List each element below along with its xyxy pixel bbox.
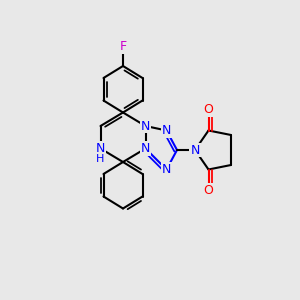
- Text: N: N: [190, 143, 200, 157]
- Text: N: N: [162, 124, 171, 137]
- Text: H: H: [96, 154, 105, 164]
- Text: O: O: [204, 103, 213, 116]
- Text: N: N: [141, 142, 150, 155]
- Text: N: N: [141, 119, 150, 133]
- Text: N: N: [96, 142, 105, 155]
- Text: F: F: [119, 40, 127, 53]
- Text: N: N: [162, 163, 171, 176]
- Text: O: O: [204, 184, 213, 197]
